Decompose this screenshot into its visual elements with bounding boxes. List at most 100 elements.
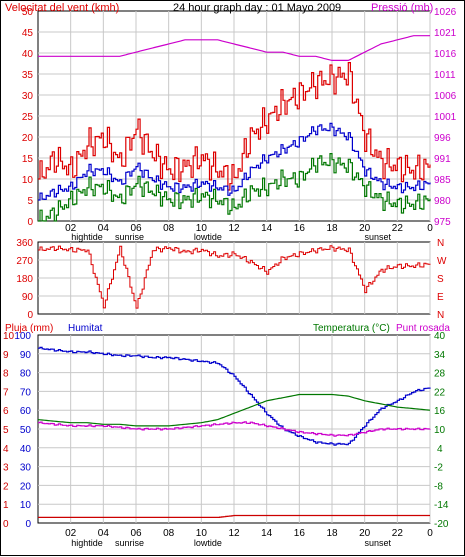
rain-tick-label: 8 — [3, 369, 9, 380]
x-tick-label: 14 — [261, 528, 273, 539]
rain-tick-label: 5 — [3, 425, 9, 436]
left-tick-label: 35 — [22, 70, 34, 81]
event-label-lowtide: lowtide — [194, 538, 222, 548]
left-tick-label: 80 — [20, 369, 32, 380]
x-tick-label: 16 — [294, 223, 306, 234]
right-tick-label: 28 — [434, 369, 446, 380]
pressure-axis-title: Pressió (mb) — [371, 2, 433, 14]
temperature-axis-title: Temperatura (°C) — [313, 323, 390, 334]
x-tick-label: 18 — [326, 223, 338, 234]
left-tick-label: 30 — [20, 463, 32, 474]
left-tick-label: 0 — [25, 519, 31, 530]
right-tick-label: 1006 — [434, 91, 457, 102]
x-tick-label: 06 — [130, 528, 142, 539]
right-tick-label: 991 — [434, 154, 451, 165]
right-tick-label: 980 — [434, 196, 451, 207]
rain-tick-label: 7 — [3, 387, 9, 398]
rain-tick-label: 2 — [3, 481, 9, 492]
left-tick-label: 15 — [22, 154, 34, 165]
left-tick-label: 10 — [20, 500, 32, 511]
x-tick-label: 20 — [359, 223, 371, 234]
x-tick-label: 22 — [392, 223, 404, 234]
right-tick-label: 22 — [434, 387, 446, 398]
left-tick-label: 100 — [14, 331, 31, 342]
left-tick-label: 0 — [27, 217, 33, 228]
right-tick-label: 996 — [434, 133, 451, 144]
left-tick-label: 90 — [20, 350, 32, 361]
wind-axis-title: Velocitat del vent (kmh) — [5, 2, 119, 14]
x-tick-label: 02 — [65, 528, 77, 539]
x-tick-label: 02 — [65, 223, 77, 234]
right-tick-label: 1021 — [434, 28, 457, 39]
x-tick-label: 08 — [163, 223, 175, 234]
x-tick-label: 04 — [98, 223, 110, 234]
dew-point-series — [38, 421, 431, 437]
left-tick-label: 50 — [22, 7, 34, 18]
event-label-sunset: sunset — [364, 538, 391, 548]
rain-tick-label: 1 — [3, 500, 9, 511]
right-tick-label: 1026 — [434, 7, 457, 18]
x-tick-label: 10 — [196, 223, 208, 234]
rain-tick-label: 6 — [3, 406, 9, 417]
rain-tick-label: 0 — [3, 519, 9, 530]
left-tick-label: 25 — [22, 112, 34, 123]
right-tick-label: S — [437, 274, 444, 285]
left-tick-label: 45 — [22, 28, 34, 39]
left-tick-label: 180 — [16, 274, 33, 285]
avg-wind-series — [38, 122, 431, 201]
x-tick-label: 14 — [261, 223, 273, 234]
x-tick-label: 08 — [163, 528, 175, 539]
right-tick-label: -8 — [434, 481, 443, 492]
rain-tick-label: 9 — [3, 350, 9, 361]
event-label-sunrise: sunrise — [115, 538, 144, 548]
x-tick-label: 10 — [196, 528, 208, 539]
rain-tick-label: 4 — [3, 444, 9, 455]
right-tick-label: -20 — [434, 519, 449, 530]
event-label-sunrise: sunrise — [115, 232, 144, 242]
right-tick-label: 40 — [434, 331, 446, 342]
right-tick-label: E — [437, 292, 444, 303]
rain-tick-label: 10 — [3, 331, 15, 342]
left-tick-label: 5 — [27, 196, 33, 207]
left-tick-label: 40 — [22, 49, 34, 60]
right-tick-label: 1001 — [434, 112, 457, 123]
humidity-axis-title: Humitat — [68, 323, 103, 334]
left-tick-label: 70 — [20, 387, 32, 398]
x-tick-label: 0 — [427, 528, 433, 539]
dew-point-axis-title: Punt rosada — [396, 323, 450, 334]
x-tick-label: 12 — [228, 528, 240, 539]
x-tick-label: 0 — [427, 223, 433, 234]
right-tick-label: -2 — [434, 463, 443, 474]
right-tick-label: N — [437, 310, 444, 321]
right-tick-label: 34 — [434, 350, 446, 361]
right-tick-label: 985 — [434, 175, 451, 186]
temperature-series — [37, 393, 431, 427]
event-label-lowtide: lowtide — [194, 232, 222, 242]
rain-axis-title: Pluja (mm) — [5, 323, 53, 334]
right-tick-label: N — [437, 238, 444, 249]
rain-tick-label: 3 — [3, 463, 9, 474]
humidity-series — [38, 346, 431, 446]
x-tick-label: 20 — [359, 528, 371, 539]
x-tick-label: 16 — [294, 528, 306, 539]
x-tick-label: 12 — [228, 223, 240, 234]
left-tick-label: 60 — [20, 406, 32, 417]
right-tick-label: 1011 — [434, 70, 456, 81]
event-label-hightide: hightide — [71, 232, 103, 242]
right-tick-label: 1016 — [434, 49, 457, 60]
left-tick-label: 10 — [22, 175, 34, 186]
left-tick-label: 360 — [16, 238, 33, 249]
min-wind-series — [38, 153, 431, 222]
series-layer — [37, 35, 431, 518]
left-tick-label: 20 — [20, 481, 32, 492]
left-tick-label: 50 — [20, 425, 32, 436]
left-tick-label: 20 — [22, 133, 34, 144]
x-tick-label: 06 — [130, 223, 142, 234]
x-tick-label: 22 — [392, 528, 404, 539]
event-label-hightide: hightide — [71, 538, 103, 548]
gust-series — [38, 62, 431, 191]
event-label-sunset: sunset — [364, 232, 391, 242]
